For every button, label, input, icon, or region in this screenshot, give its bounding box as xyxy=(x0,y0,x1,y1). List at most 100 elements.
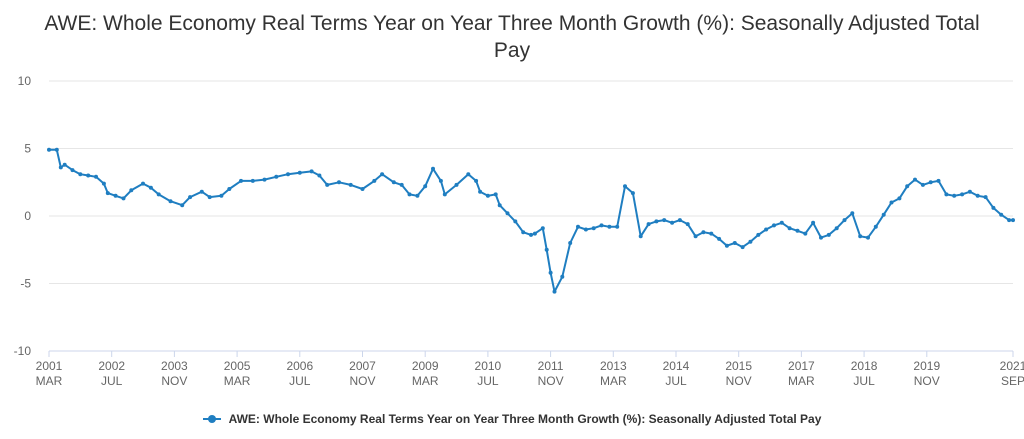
data-point[interactable] xyxy=(454,182,459,187)
data-point[interactable] xyxy=(983,195,988,200)
data-point[interactable] xyxy=(756,232,761,237)
data-point[interactable] xyxy=(834,226,839,231)
data-point[interactable] xyxy=(623,184,627,189)
data-point[interactable] xyxy=(967,189,972,194)
data-point[interactable] xyxy=(407,192,412,197)
data-point[interactable] xyxy=(685,222,690,227)
data-point[interactable] xyxy=(889,200,894,205)
data-point[interactable] xyxy=(701,230,706,235)
data-point[interactable] xyxy=(274,174,279,179)
data-point[interactable] xyxy=(654,219,659,224)
data-point[interactable] xyxy=(630,191,635,196)
data-point[interactable] xyxy=(348,182,353,187)
data-point[interactable] xyxy=(180,203,185,208)
data-point[interactable] xyxy=(423,184,428,189)
data-point[interactable] xyxy=(70,168,75,173)
data-point[interactable] xyxy=(709,231,714,236)
data-point[interactable] xyxy=(380,172,385,177)
data-point[interactable] xyxy=(850,211,855,216)
data-point[interactable] xyxy=(474,178,479,183)
data-point[interactable] xyxy=(485,193,490,198)
data-point[interactable] xyxy=(317,173,322,178)
data-point[interactable] xyxy=(548,270,553,275)
data-point[interactable] xyxy=(399,182,404,187)
data-point[interactable] xyxy=(297,170,302,175)
data-point[interactable] xyxy=(521,230,526,235)
data-point[interactable] xyxy=(391,180,396,185)
data-point[interactable] xyxy=(779,220,784,225)
data-point[interactable] xyxy=(239,178,243,183)
data-point[interactable] xyxy=(866,235,870,240)
data-point[interactable] xyxy=(58,165,63,170)
data-point[interactable] xyxy=(438,178,443,183)
data-point[interactable] xyxy=(121,196,126,201)
series-line[interactable] xyxy=(49,148,1013,293)
data-point[interactable] xyxy=(540,226,545,231)
data-point[interactable] xyxy=(148,185,153,190)
data-point[interactable] xyxy=(693,234,698,239)
data-point[interactable] xyxy=(936,178,941,183)
data-point[interactable] xyxy=(219,193,224,198)
data-point[interactable] xyxy=(873,224,878,229)
data-point[interactable] xyxy=(646,222,651,227)
data-point[interactable] xyxy=(141,181,145,186)
data-point[interactable] xyxy=(607,224,612,229)
data-point[interactable] xyxy=(795,228,800,233)
data-point[interactable] xyxy=(493,192,498,197)
data-point[interactable] xyxy=(724,243,729,248)
data-point[interactable] xyxy=(952,193,957,198)
data-point[interactable] xyxy=(532,231,537,236)
data-point[interactable] xyxy=(905,184,910,189)
data-point[interactable] xyxy=(105,191,110,196)
data-point[interactable] xyxy=(513,219,518,224)
data-point[interactable] xyxy=(881,212,886,217)
data-point[interactable] xyxy=(897,196,902,201)
data-point[interactable] xyxy=(372,178,377,183)
data-point[interactable] xyxy=(740,245,745,250)
data-point[interactable] xyxy=(227,187,232,191)
data-point[interactable] xyxy=(576,224,580,229)
data-point[interactable] xyxy=(207,195,212,200)
data-point[interactable] xyxy=(991,205,996,210)
data-point[interactable] xyxy=(54,147,59,152)
data-point[interactable] xyxy=(583,227,588,232)
data-point[interactable] xyxy=(62,162,67,167)
data-point[interactable] xyxy=(732,241,737,245)
data-point[interactable] xyxy=(309,169,314,174)
data-point[interactable] xyxy=(113,193,118,198)
data-point[interactable] xyxy=(591,226,596,231)
data-point[interactable] xyxy=(819,235,823,240)
data-point[interactable] xyxy=(544,247,549,252)
data-point[interactable] xyxy=(787,226,792,231)
data-point[interactable] xyxy=(677,218,682,223)
data-point[interactable] xyxy=(250,178,255,183)
data-point[interactable] xyxy=(772,223,776,228)
data-point[interactable] xyxy=(129,188,134,193)
data-point[interactable] xyxy=(101,181,106,186)
data-point[interactable] xyxy=(662,218,667,223)
data-point[interactable] xyxy=(599,223,604,228)
data-point[interactable] xyxy=(670,220,675,225)
data-point[interactable] xyxy=(286,172,290,177)
data-point[interactable] xyxy=(552,289,557,294)
data-point[interactable] xyxy=(615,224,620,229)
data-point[interactable] xyxy=(568,241,573,245)
data-point[interactable] xyxy=(826,232,831,237)
data-point[interactable] xyxy=(1011,218,1015,223)
data-point[interactable] xyxy=(431,166,435,171)
data-point[interactable] xyxy=(913,177,917,182)
data-point[interactable] xyxy=(497,203,502,208)
legend-item[interactable]: AWE: Whole Economy Real Terms Year on Ye… xyxy=(202,412,821,426)
data-point[interactable] xyxy=(638,234,643,239)
data-point[interactable] xyxy=(842,218,847,223)
data-point[interactable] xyxy=(505,211,510,216)
data-point[interactable] xyxy=(478,189,483,194)
data-point[interactable] xyxy=(442,192,447,197)
data-point[interactable] xyxy=(360,187,365,191)
data-point[interactable] xyxy=(415,193,420,198)
series-line-path[interactable] xyxy=(49,148,1013,293)
data-point[interactable] xyxy=(960,192,965,197)
data-point[interactable] xyxy=(156,192,161,197)
data-point[interactable] xyxy=(47,147,51,152)
data-point[interactable] xyxy=(337,180,341,185)
